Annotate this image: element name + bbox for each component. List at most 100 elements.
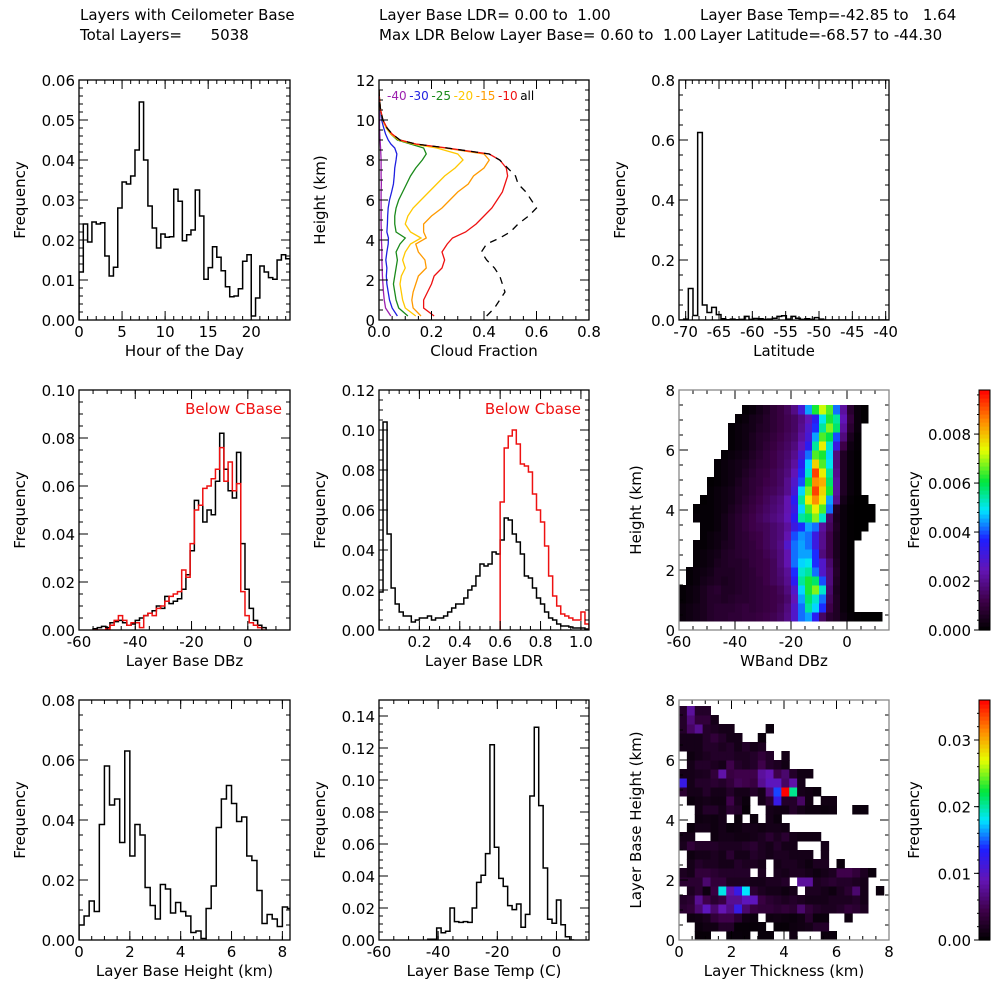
heatmap-cell [735, 414, 743, 424]
heatmap-cell [686, 769, 696, 779]
heatmap-cell [777, 441, 785, 451]
heatmap-cell [812, 522, 820, 532]
heatmap-cell [726, 796, 735, 806]
heatmap-cell [773, 877, 782, 887]
heatmap-cell [693, 594, 701, 604]
colorbar-segment [979, 796, 990, 801]
heatmap-cell [734, 805, 743, 815]
heatmap-cell [781, 850, 790, 860]
heatmap-cell [694, 742, 704, 752]
heatmap-cell [777, 504, 785, 514]
heatmap-cell [805, 877, 814, 887]
heatmap-cell [812, 612, 820, 622]
heatmap-cell [765, 796, 774, 806]
colorbar-segment [979, 784, 990, 789]
heatmap-cell [700, 585, 708, 595]
heatmap-cell [710, 904, 719, 914]
heatmap-cell [791, 549, 799, 559]
heatmap-cell [763, 432, 771, 442]
heatmap-cell [728, 549, 736, 559]
heatmap-cell [773, 796, 782, 806]
heatmap-cell [702, 814, 711, 824]
bar [109, 276, 113, 320]
heatmap-cell [700, 603, 708, 613]
bar [177, 599, 181, 630]
heatmap-cell [757, 733, 767, 743]
heatmap-cell [812, 922, 822, 932]
heatmap-cell [694, 886, 704, 896]
y-tick-label: 0.4 [651, 192, 675, 210]
heatmap-cell [694, 931, 704, 940]
heatmap-cell [693, 567, 701, 577]
heatmap-cell [742, 432, 750, 442]
y-axis-label: Frequency [611, 161, 629, 239]
y-tick-label: 0.12 [342, 740, 375, 758]
heatmap-cell [833, 468, 841, 478]
y-tick-label: 0.10 [42, 382, 75, 400]
heatmap-cell [728, 540, 736, 550]
colorbar-tick-label: 0.000 [928, 622, 971, 640]
heatmap-cell [840, 468, 848, 478]
heatmap-cell [777, 477, 785, 487]
heatmap-cell [734, 778, 743, 788]
heatmap-cell [770, 549, 778, 559]
heatmap-cell [718, 886, 727, 896]
heatmap-cell [749, 594, 757, 604]
x-tick-label: 6 [227, 943, 237, 961]
heatmap-cell [700, 522, 708, 532]
heatmap-cell [749, 859, 759, 869]
bar [268, 278, 272, 320]
heatmap-cell [726, 913, 735, 923]
heatmap-cell [820, 796, 830, 806]
bar [537, 510, 541, 630]
heatmap-cell [718, 742, 727, 752]
chart-height: 0 2 4 6 8 0.00 0.02 0.04 0.06 0.08 Layer Base Heig… [11, 692, 291, 980]
heatmap-cell [756, 468, 764, 478]
colorbar-segment [979, 398, 990, 403]
heatmap-cell [773, 832, 782, 842]
y-tick-label: 2 [365, 272, 375, 290]
heatmap-cell [805, 540, 813, 550]
bar [196, 931, 201, 940]
heatmap-cell [735, 423, 743, 433]
heatmap-cell [847, 432, 855, 442]
heatmap-cell [812, 513, 820, 523]
heatmap-cell [770, 477, 778, 487]
heatmap-cell [735, 594, 743, 604]
heatmap-cell [702, 841, 711, 851]
heatmap-cell [847, 522, 855, 532]
heatmap-cell [765, 850, 774, 860]
heatmap-cell [742, 769, 751, 779]
heatmap-cell [847, 468, 855, 478]
y-tick-label: 0.06 [42, 478, 75, 496]
heatmap-cell [710, 859, 719, 869]
heatmap-cell [784, 540, 792, 550]
bar [481, 875, 485, 940]
heatmap-cell [742, 832, 751, 842]
heatmap-cell [718, 778, 727, 788]
heatmap-cell [694, 850, 704, 860]
heatmap-cell [805, 558, 813, 568]
heatmap-cell [726, 850, 735, 860]
heatmap-cell [781, 886, 790, 896]
heatmap-cell [861, 513, 869, 523]
legend-entry: -25 [431, 89, 451, 103]
heatmap-cell [847, 504, 855, 514]
heatmap-cell [726, 886, 735, 896]
heatmap-cell [833, 477, 841, 487]
heatmap-cell [854, 504, 862, 514]
heatmap-cell [763, 558, 771, 568]
heatmap-cell [742, 612, 750, 622]
legend-entry: all [520, 89, 534, 103]
heatmap-cell [728, 486, 736, 496]
heatmap-cell [854, 531, 862, 541]
heatmap-cell [819, 468, 827, 478]
bar [508, 520, 512, 630]
heatmap-cell [854, 468, 862, 478]
histogram-below-cbase [499, 429, 589, 630]
heatmap-cell [840, 522, 848, 532]
heatmap-cell [854, 495, 862, 505]
x-tick-label: 0.0 [367, 323, 391, 341]
heatmap-cell [812, 414, 820, 424]
